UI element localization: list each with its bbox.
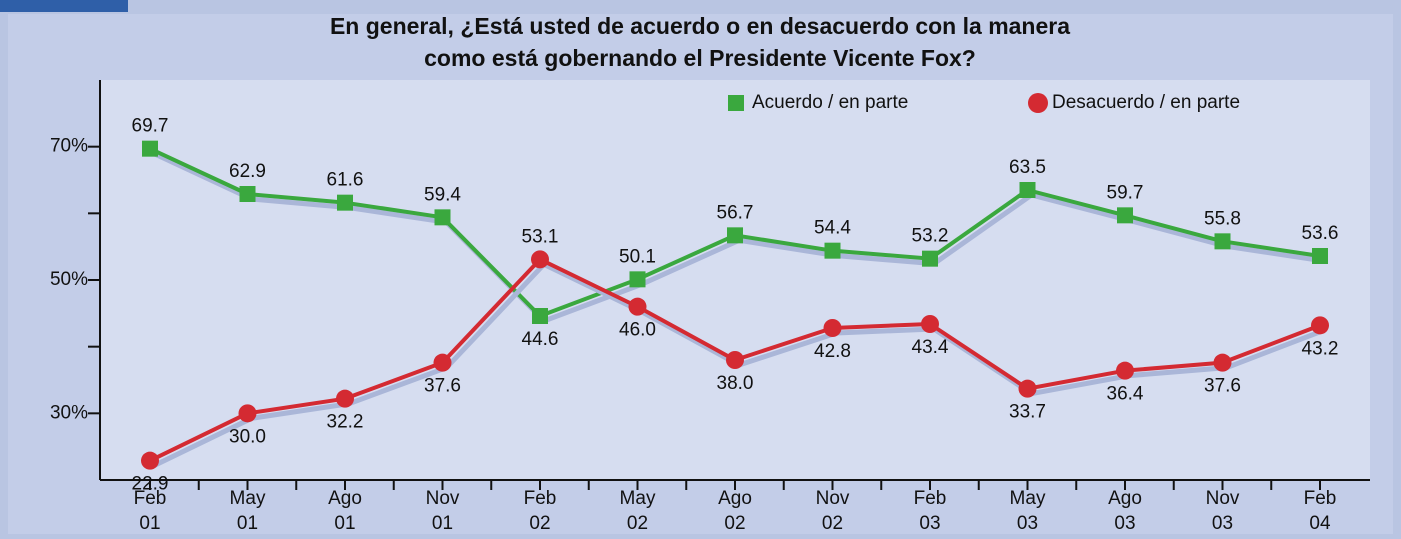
data-label: 37.6	[1204, 376, 1241, 397]
y-tick-label: 30%	[50, 402, 88, 423]
x-tick-label: May 02	[620, 488, 656, 534]
x-tick-label: Ago 02	[718, 488, 752, 534]
x-tick-label: May 03	[1010, 488, 1046, 534]
data-label: 54.4	[814, 218, 851, 239]
marker	[238, 404, 257, 423]
data-label: 69.7	[132, 116, 169, 137]
marker	[336, 389, 354, 408]
x-tick-label: Ago 03	[1108, 488, 1142, 534]
marker	[532, 308, 548, 324]
data-label: 56.7	[717, 202, 754, 223]
data-label: 59.7	[1107, 182, 1144, 203]
marker	[628, 297, 647, 316]
data-label: 22.9	[132, 474, 169, 495]
legend-marker	[1028, 93, 1048, 113]
marker	[1311, 316, 1329, 335]
marker	[1019, 182, 1036, 198]
data-label: 30.0	[229, 426, 266, 447]
x-tick-label: Nov 03	[1206, 488, 1240, 534]
y-tick-label: 50%	[50, 269, 88, 290]
x-tick-label: Nov 02	[816, 488, 850, 534]
marker	[239, 186, 256, 202]
data-label: 32.2	[327, 412, 364, 433]
marker	[142, 140, 158, 157]
x-tick-label: Feb 01	[134, 488, 167, 534]
data-label: 62.9	[229, 161, 266, 182]
marker	[922, 250, 938, 267]
data-label: 53.2	[912, 226, 949, 247]
data-label: 55.8	[1204, 208, 1241, 229]
legend-label: Desacuerdo / en parte	[1052, 92, 1240, 113]
x-tick-label: Nov 01	[426, 488, 460, 534]
data-label: 43.2	[1302, 338, 1339, 359]
data-label: 44.6	[522, 329, 559, 350]
x-tick-label: Feb 03	[914, 488, 947, 534]
marker	[141, 451, 159, 470]
data-label: 53.1	[522, 226, 559, 247]
marker	[921, 315, 939, 333]
data-label: 50.1	[619, 246, 656, 267]
marker	[727, 227, 743, 244]
marker	[824, 242, 841, 259]
data-label: 36.4	[1107, 384, 1144, 405]
x-tick-label: Ago 01	[328, 488, 362, 534]
data-label: 53.6	[1302, 223, 1339, 244]
marker	[726, 351, 744, 369]
chart-title: En general, ¿Está usted de acuerdo o en …	[330, 13, 1070, 71]
legend-label: Acuerdo / en parte	[752, 92, 908, 113]
marker	[434, 209, 451, 226]
data-label: 38.0	[717, 373, 754, 394]
data-label: 43.4	[912, 337, 949, 358]
data-label: 42.8	[814, 341, 851, 362]
data-label: 33.7	[1009, 402, 1046, 423]
y-tick-label: 70%	[50, 136, 88, 157]
marker	[337, 194, 353, 211]
marker	[1213, 353, 1232, 372]
data-label: 61.6	[327, 170, 364, 191]
marker	[1116, 361, 1134, 380]
data-label: 37.6	[424, 376, 461, 397]
marker	[1312, 248, 1328, 264]
marker	[1018, 379, 1037, 398]
marker	[433, 353, 452, 372]
marker	[629, 271, 646, 288]
x-tick-label: Feb 02	[524, 488, 557, 534]
legend-marker	[728, 95, 744, 111]
x-tick-label: May 01	[230, 488, 266, 534]
plot-area	[100, 80, 1370, 480]
marker	[823, 319, 842, 337]
marker	[531, 250, 549, 269]
data-label: 46.0	[619, 320, 656, 341]
marker	[1117, 207, 1133, 224]
x-tick-label: Feb 04	[1304, 488, 1337, 534]
data-label: 59.4	[424, 184, 461, 205]
data-label: 63.5	[1009, 157, 1046, 178]
corner-tab	[0, 0, 128, 12]
marker	[1214, 233, 1231, 250]
